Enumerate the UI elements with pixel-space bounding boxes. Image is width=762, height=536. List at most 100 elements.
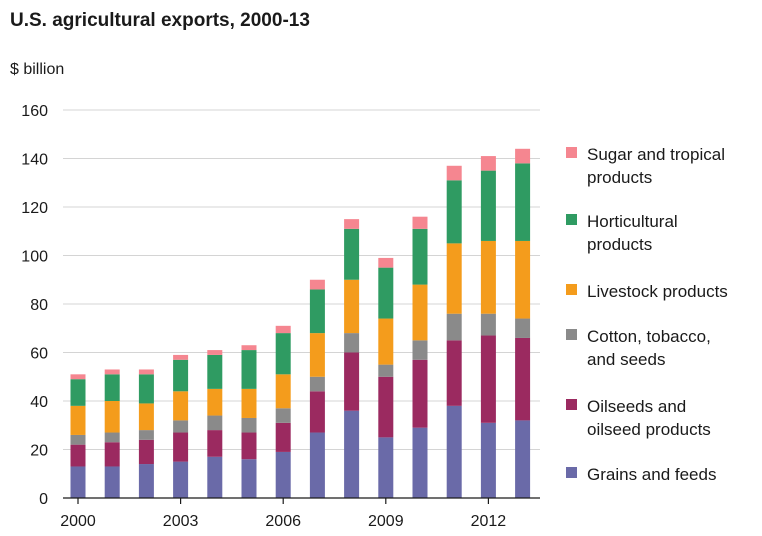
bar-segment-oilseeds-2013 bbox=[515, 337, 531, 421]
bar-segment-sugar-2005 bbox=[241, 345, 257, 351]
bar-segment-livestock-2011 bbox=[446, 243, 462, 314]
bar-segment-livestock-2009 bbox=[378, 318, 394, 365]
bar-segment-cotton-2013 bbox=[515, 318, 531, 338]
bar-segment-sugar-2004 bbox=[207, 350, 223, 355]
legend-swatch-cotton bbox=[566, 329, 577, 340]
bar-segment-horticultural-2004 bbox=[207, 354, 223, 389]
bar-segment-oilseeds-2008 bbox=[344, 352, 360, 411]
legend: Sugar and tropical products Horticultural p… bbox=[566, 0, 762, 536]
legend-item-horticultural: Horticultural products bbox=[566, 210, 757, 256]
bar-segment-sugar-2006 bbox=[275, 325, 291, 334]
x-tick-label: 2006 bbox=[265, 513, 301, 530]
bar-segment-cotton-2003 bbox=[173, 420, 189, 433]
bar-segment-oilseeds-2004 bbox=[207, 430, 223, 457]
legend-label-line: Oilseeds and bbox=[587, 397, 687, 416]
y-tick-label: 40 bbox=[30, 394, 48, 411]
bar-segment-livestock-2004 bbox=[207, 388, 223, 416]
y-tick-label: 80 bbox=[30, 297, 48, 314]
bar-segment-sugar-2007 bbox=[309, 279, 325, 290]
bar-segment-grains-2003 bbox=[173, 461, 189, 498]
bar-segment-livestock-2010 bbox=[412, 284, 428, 341]
bar-segment-horticultural-2009 bbox=[378, 267, 394, 319]
bar-segment-sugar-2012 bbox=[480, 156, 496, 171]
y-tick-label: 0 bbox=[39, 491, 48, 508]
bar-segment-livestock-2001 bbox=[104, 401, 120, 433]
bar-segment-livestock-2013 bbox=[515, 240, 531, 319]
legend-item-grains: Grains and feeds bbox=[566, 463, 757, 486]
bar-segment-oilseeds-2006 bbox=[275, 422, 291, 452]
legend-item-cotton: Cotton, tobacco, and seeds bbox=[566, 325, 757, 371]
bar-segment-grains-2002 bbox=[138, 464, 154, 498]
legend-label-line: Horticultural bbox=[587, 212, 678, 231]
bar-segment-grains-2011 bbox=[446, 405, 462, 498]
bar-segment-grains-2013 bbox=[515, 420, 531, 498]
bars bbox=[70, 148, 531, 498]
y-tick-label: 160 bbox=[21, 103, 48, 120]
bar-segment-grains-2007 bbox=[309, 432, 325, 498]
y-tick-label: 120 bbox=[21, 200, 48, 217]
legend-label-horticultural: Horticultural products bbox=[587, 210, 757, 256]
legend-label-sugar: Sugar and tropical products bbox=[587, 143, 757, 189]
y-tick-label: 20 bbox=[30, 443, 48, 460]
x-tick-label: 2000 bbox=[60, 513, 96, 530]
bar-segment-cotton-2012 bbox=[480, 313, 496, 336]
bar-segment-oilseeds-2007 bbox=[309, 391, 325, 433]
legend-item-sugar: Sugar and tropical products bbox=[566, 143, 757, 189]
bar-segment-sugar-2008 bbox=[344, 219, 360, 229]
bar-segment-grains-2006 bbox=[275, 451, 291, 498]
bar-segment-horticultural-2003 bbox=[173, 359, 189, 392]
bar-segment-sugar-2003 bbox=[173, 354, 189, 360]
legend-swatch-oilseeds bbox=[566, 399, 577, 410]
bar-segment-horticultural-2002 bbox=[138, 374, 154, 404]
axes: 0 20 40 60 80 100 120 140 160 2000 2003 2006 2009 201… bbox=[21, 103, 540, 530]
legend-label-livestock: Livestock products bbox=[587, 280, 757, 303]
bar-segment-oilseeds-2001 bbox=[104, 442, 120, 467]
bar-segment-horticultural-2007 bbox=[309, 289, 325, 334]
bar-segment-cotton-2008 bbox=[344, 333, 360, 353]
legend-swatch-livestock bbox=[566, 284, 577, 295]
bar-segment-cotton-2001 bbox=[104, 432, 120, 443]
legend-swatch-grains bbox=[566, 467, 577, 478]
bar-segment-horticultural-2005 bbox=[241, 350, 257, 389]
bar-segment-horticultural-2008 bbox=[344, 228, 360, 280]
legend-label-line: Livestock products bbox=[587, 282, 728, 301]
bar-segment-horticultural-2001 bbox=[104, 374, 120, 401]
bar-segment-oilseeds-2012 bbox=[480, 335, 496, 423]
bar-segment-sugar-2000 bbox=[70, 374, 86, 380]
bar-segment-grains-2009 bbox=[378, 437, 394, 498]
gridlines bbox=[63, 109, 540, 450]
bar-segment-sugar-2002 bbox=[138, 369, 154, 375]
bar-segment-cotton-2004 bbox=[207, 415, 223, 431]
bar-segment-livestock-2003 bbox=[173, 391, 189, 421]
bar-segment-sugar-2010 bbox=[412, 216, 428, 229]
legend-label-grains: Grains and feeds bbox=[587, 463, 757, 486]
legend-label-line: products bbox=[587, 168, 653, 187]
bar-segment-livestock-2005 bbox=[241, 388, 257, 418]
bar-segment-horticultural-2006 bbox=[275, 333, 291, 375]
bar-segment-cotton-2005 bbox=[241, 417, 257, 433]
y-tick-label: 140 bbox=[21, 152, 48, 169]
bar-segment-cotton-2007 bbox=[309, 376, 325, 392]
bar-segment-grains-2000 bbox=[70, 466, 86, 498]
legend-swatch-sugar bbox=[566, 147, 577, 158]
legend-item-livestock: Livestock products bbox=[566, 280, 757, 303]
bar-segment-oilseeds-2000 bbox=[70, 444, 86, 467]
bar-segment-grains-2010 bbox=[412, 427, 428, 498]
legend-label-line: Grains and feeds bbox=[587, 465, 717, 484]
legend-item-oilseeds: Oilseeds and oilseed products bbox=[566, 395, 757, 441]
legend-label-line: and seeds bbox=[587, 350, 666, 369]
bar-segment-cotton-2011 bbox=[446, 313, 462, 341]
bar-segment-sugar-2001 bbox=[104, 369, 120, 375]
bar-segment-oilseeds-2011 bbox=[446, 340, 462, 406]
bar-segment-grains-2001 bbox=[104, 466, 120, 498]
bar-segment-cotton-2000 bbox=[70, 434, 86, 445]
bar-segment-cotton-2006 bbox=[275, 408, 291, 423]
bar-segment-horticultural-2013 bbox=[515, 163, 531, 241]
y-axis-unit-label: $ billion bbox=[10, 61, 65, 78]
x-tick-label: 2012 bbox=[471, 513, 507, 530]
bar-segment-livestock-2002 bbox=[138, 403, 154, 431]
x-tick-label: 2003 bbox=[163, 513, 199, 530]
legend-label-line: oilseed products bbox=[587, 420, 711, 439]
bar-segment-horticultural-2011 bbox=[446, 180, 462, 244]
